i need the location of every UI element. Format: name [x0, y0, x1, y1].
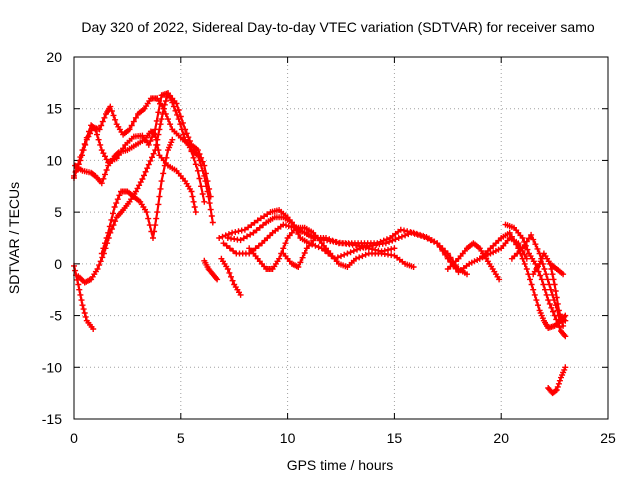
x-tick-label: 5: [177, 430, 185, 446]
x-tick-label: 0: [70, 430, 78, 446]
plus-markers: [547, 260, 567, 278]
series-track-5: [75, 90, 216, 286]
series-track-3: [72, 128, 199, 216]
series-line: [77, 92, 214, 284]
plus-markers: [72, 128, 199, 216]
series-track-2: [71, 90, 214, 200]
axis-ticks: 0 5 10 15 20 25 -15 -10 -5 0 5 10 15 20: [42, 49, 616, 446]
y-axis-label: SDTVAR / TECUs: [6, 182, 22, 294]
series-track-4: [71, 262, 97, 332]
x-tick-label: 25: [600, 430, 616, 446]
x-tick-label: 15: [387, 430, 403, 446]
data-series: [71, 90, 569, 397]
x-tick-label: 20: [493, 430, 509, 446]
y-tick-label: 5: [54, 204, 62, 220]
y-tick-label: 15: [46, 101, 62, 117]
series-track-16: [502, 221, 569, 340]
y-tick-label: -15: [42, 411, 62, 427]
y-tick-label: 20: [46, 49, 62, 65]
plus-markers: [218, 255, 244, 298]
series-track-9: [218, 255, 244, 298]
x-tick-label: 10: [280, 430, 296, 446]
series-track-12: [246, 224, 417, 272]
y-tick-label: 0: [54, 256, 62, 272]
chart-title: Day 320 of 2022, Sidereal Day-to-day VTE…: [81, 19, 594, 35]
series-track-20: [545, 364, 569, 397]
plus-markers: [508, 231, 569, 324]
plus-markers: [75, 90, 216, 286]
plus-markers: [98, 136, 176, 257]
y-tick-label: -5: [50, 308, 63, 324]
series-track-18: [508, 231, 569, 324]
series-line: [248, 226, 415, 271]
plus-markers: [71, 90, 214, 200]
series-track-6: [98, 136, 176, 257]
plus-markers: [246, 224, 417, 272]
y-tick-label: 10: [46, 152, 62, 168]
plus-markers: [502, 221, 569, 340]
plus-markers: [201, 257, 221, 283]
plot-frame: [73, 56, 609, 420]
series-track-7: [201, 257, 221, 283]
y-tick-label: -10: [42, 359, 62, 375]
plus-markers: [71, 262, 97, 332]
series-track-19: [547, 260, 567, 278]
plus-markers: [545, 364, 569, 397]
x-axis-label: GPS time / hours: [287, 457, 394, 473]
